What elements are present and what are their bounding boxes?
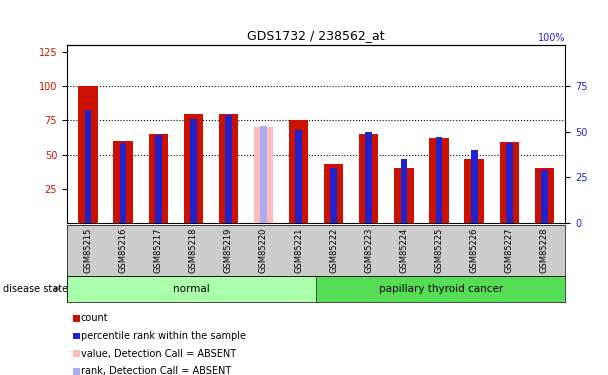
Bar — [219, 114, 238, 223]
Title: GDS1732 / 238562_at: GDS1732 / 238562_at — [247, 30, 385, 42]
Bar — [78, 86, 98, 223]
Text: rank, Detection Call = ABSENT: rank, Detection Call = ABSENT — [81, 366, 231, 375]
Bar — [85, 110, 91, 223]
Text: papillary thyroid cancer: papillary thyroid cancer — [379, 284, 503, 294]
Text: GSM85217: GSM85217 — [154, 228, 163, 273]
Bar — [67, 276, 316, 302]
Bar — [401, 159, 407, 223]
Bar — [316, 276, 565, 302]
Text: normal: normal — [173, 284, 210, 294]
Bar — [365, 132, 372, 223]
Bar — [394, 168, 413, 223]
Text: GSM85215: GSM85215 — [83, 228, 92, 273]
Bar — [465, 159, 484, 223]
Bar — [155, 135, 162, 223]
Bar — [114, 141, 133, 223]
Text: percentile rank within the sample: percentile rank within the sample — [81, 331, 246, 341]
Text: GSM85228: GSM85228 — [540, 228, 549, 273]
Bar — [324, 164, 344, 223]
Text: GSM85221: GSM85221 — [294, 228, 303, 273]
Bar — [359, 134, 378, 223]
Text: GSM85224: GSM85224 — [399, 228, 409, 273]
Text: 100%: 100% — [538, 33, 565, 43]
Text: GSM85223: GSM85223 — [364, 228, 373, 273]
Bar — [289, 120, 308, 223]
Text: GSM85226: GSM85226 — [469, 228, 478, 273]
Bar — [471, 150, 477, 223]
Text: GSM85220: GSM85220 — [259, 228, 268, 273]
Bar — [541, 170, 548, 223]
Text: count: count — [81, 314, 108, 323]
Text: value, Detection Call = ABSENT: value, Detection Call = ABSENT — [81, 349, 236, 358]
Bar — [260, 126, 267, 223]
Bar — [254, 127, 273, 223]
Text: disease state: disease state — [3, 284, 68, 294]
Bar — [120, 143, 126, 223]
Bar — [534, 168, 554, 223]
Bar — [429, 138, 449, 223]
Text: GSM85225: GSM85225 — [435, 228, 444, 273]
Bar — [500, 142, 519, 223]
Bar — [225, 116, 232, 223]
Bar — [506, 143, 513, 223]
Text: GSM85216: GSM85216 — [119, 228, 128, 273]
Bar — [330, 168, 337, 223]
Bar — [190, 119, 196, 223]
Text: GSM85227: GSM85227 — [505, 228, 514, 273]
Text: GSM85219: GSM85219 — [224, 228, 233, 273]
Bar — [295, 130, 302, 223]
Text: GSM85222: GSM85222 — [329, 228, 338, 273]
Bar — [436, 137, 443, 223]
Bar — [184, 114, 203, 223]
Text: GSM85218: GSM85218 — [188, 228, 198, 273]
Bar — [148, 134, 168, 223]
